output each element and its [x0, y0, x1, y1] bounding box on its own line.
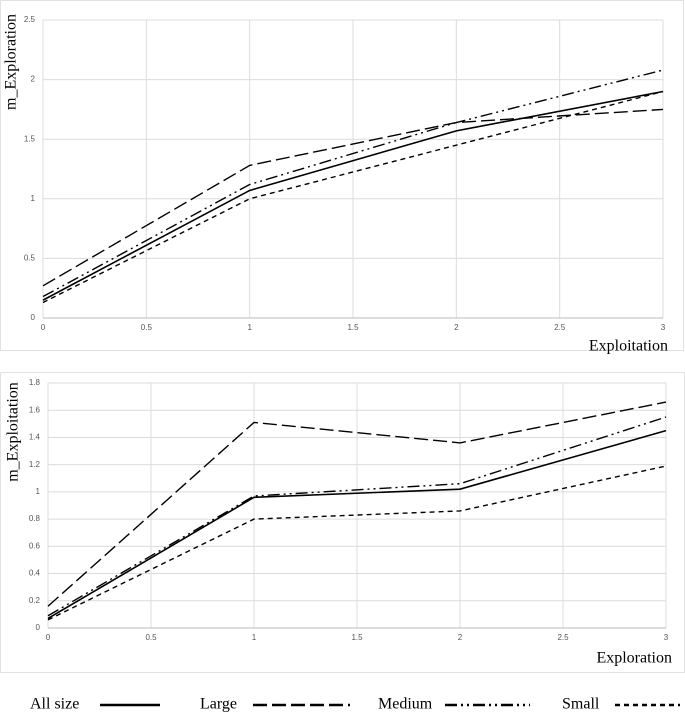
series-line: [42, 90, 664, 301]
x-tick-label: 0: [41, 323, 46, 332]
x-tick-label: 2: [458, 633, 463, 642]
legend-label: Medium: [378, 696, 433, 713]
y-axis-title: m_Exploration: [3, 14, 20, 110]
x-tick-label: 2.5: [557, 633, 569, 642]
y-tick-label: 1.8: [29, 378, 41, 387]
y-tick-label: 0.8: [29, 514, 41, 523]
legend-label: Small: [562, 696, 600, 713]
x-tick-label: 1: [247, 323, 252, 332]
y-tick-label: 1: [31, 194, 36, 203]
y-axis-title: m_Exploitation: [5, 382, 22, 482]
y-tick-label: 0.6: [29, 541, 41, 550]
series-line: [47, 429, 667, 620]
x-axis-title: Exploitation: [589, 338, 668, 355]
x-tick-label: 3: [664, 633, 669, 642]
x-tick-label: 2.5: [554, 323, 566, 332]
series-line: [47, 465, 667, 621]
x-tick-label: 0: [46, 633, 51, 642]
y-tick-label: 0: [31, 313, 36, 322]
x-axis-title: Exploration: [596, 650, 672, 667]
legend-label: All size: [30, 696, 79, 713]
y-tick-label: 0: [36, 623, 41, 632]
y-tick-label: 0.4: [29, 569, 41, 578]
y-tick-label: 1.2: [29, 460, 41, 469]
x-tick-label: 0.5: [141, 323, 153, 332]
y-tick-label: 1.5: [24, 134, 36, 143]
y-tick-label: 1.6: [29, 405, 41, 414]
y-tick-label: 1.4: [29, 433, 41, 442]
chart-frame: [0, 0, 684, 351]
series-line: [47, 416, 667, 617]
x-tick-label: 2: [454, 323, 459, 332]
y-tick-label: 1: [36, 487, 41, 496]
x-tick-label: 1.5: [351, 633, 363, 642]
x-tick-label: 3: [661, 323, 666, 332]
legend-label: Large: [200, 696, 237, 713]
series-line: [42, 108, 664, 287]
x-tick-label: 1.5: [347, 323, 359, 332]
series-line: [42, 90, 664, 304]
y-tick-label: 0.5: [24, 254, 36, 263]
series-line: [42, 69, 664, 298]
y-tick-label: 2.5: [24, 15, 36, 24]
x-tick-label: 1: [252, 633, 257, 642]
x-tick-label: 0.5: [145, 633, 157, 642]
y-tick-label: 0.2: [29, 596, 41, 605]
series-line: [47, 401, 667, 607]
y-tick-label: 2: [31, 75, 36, 84]
